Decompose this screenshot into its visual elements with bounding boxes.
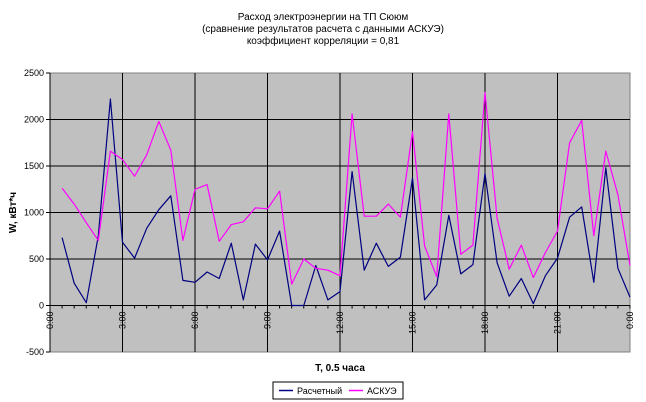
y-tick-label: -500 — [26, 347, 44, 357]
x-tick-label: 9:00 — [263, 312, 273, 330]
x-tick-label: 6:00 — [190, 312, 200, 330]
horizontal-gridlines — [50, 119, 630, 260]
legend-label: Расчетный — [297, 386, 342, 396]
x-tick-labels: 0:00 3:00 6:00 9:00 12:00 15:00 18:00 21:00 0:00 — [45, 312, 635, 335]
legend-label: АСКУЭ — [367, 386, 397, 396]
x-tick-label: 0:00 — [625, 312, 635, 330]
y-tick-labels: -500 0 500 1000 1500 2000 2500 — [24, 68, 44, 357]
legend-box — [272, 381, 404, 400]
series-line — [61, 98, 631, 307]
x-tick-label: 15:00 — [408, 312, 418, 335]
x-tick-label: 3:00 — [118, 312, 128, 330]
chart-subtitle-1: (сравнение результатов расчета с данными… — [202, 24, 444, 35]
chart-subtitle-2: коэффициент корреляции = 0,81 — [246, 36, 400, 47]
x-tick-label: 12:00 — [335, 312, 345, 335]
y-tick-label: 0 — [39, 301, 44, 311]
y-tick-label: 2500 — [24, 68, 44, 78]
y-tick-label: 2000 — [24, 115, 44, 125]
y-axis-label: W, кВт*ч — [8, 192, 19, 233]
x-tick-label: 18:00 — [480, 312, 490, 335]
axes — [46, 72, 631, 353]
y-tick-label: 1500 — [24, 161, 44, 171]
x-axis-label: T, 0.5 часа — [315, 363, 365, 374]
y-tick-label: 500 — [29, 254, 44, 264]
legend: Расчетный АСКУЭ — [272, 381, 404, 400]
series-line — [61, 91, 631, 285]
y-tick-label: 1000 — [24, 208, 44, 218]
chart-title: Расход электроэнергии на ТП Сююм — [237, 12, 409, 23]
x-tick-label: 21:00 — [553, 312, 563, 335]
series-lines — [61, 91, 631, 307]
x-tick-label: 0:00 — [45, 312, 55, 330]
